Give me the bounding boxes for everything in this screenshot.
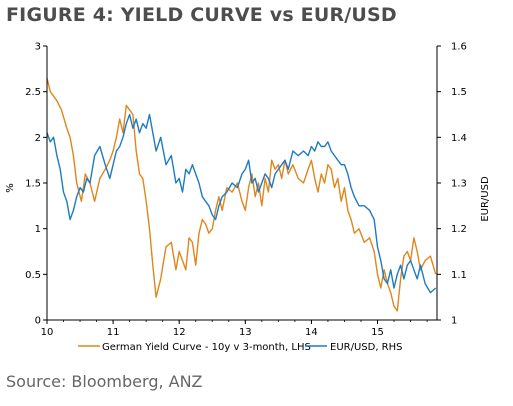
chart-legend: German Yield Curve - 10y v 3-month, LHS … bbox=[78, 342, 403, 353]
y-right-tick-label: 1.5 bbox=[451, 87, 467, 98]
y-left-tick-label: 0 bbox=[35, 316, 41, 327]
legend-label-eurusd: EUR/USD, RHS bbox=[330, 342, 403, 353]
legend-label-yield: German Yield Curve - 10y v 3-month, LHS bbox=[102, 342, 311, 353]
y-right-tick-label: 1.6 bbox=[451, 42, 467, 53]
y-axis-left-label: % bbox=[5, 183, 16, 193]
y-left-tick-label: 2.5 bbox=[25, 87, 41, 98]
y-left-tick-label: 2 bbox=[35, 133, 41, 144]
y-axis-right-label: EUR/USD bbox=[480, 176, 491, 222]
x-tick-label: 14 bbox=[305, 327, 318, 338]
y-left-tick-label: 0.5 bbox=[25, 270, 41, 281]
y-left-tick-label: 1 bbox=[35, 224, 41, 235]
x-tick-label: 11 bbox=[107, 327, 120, 338]
y-right-tick-label: 1.4 bbox=[451, 133, 467, 144]
series-line-eurusd bbox=[46, 113, 437, 294]
x-tick-label: 10 bbox=[41, 327, 54, 338]
y-left-tick-label: 1.5 bbox=[25, 179, 41, 190]
x-tick-label: 12 bbox=[173, 327, 186, 338]
y-right-tick-label: 1.2 bbox=[451, 224, 467, 235]
y-right-tick-label: 1.3 bbox=[451, 179, 467, 190]
figure-title: FIGURE 4: YIELD CURVE vs EUR/USD bbox=[6, 4, 397, 26]
series-line-german-yield-curve bbox=[46, 77, 437, 312]
y-right-tick-label: 1 bbox=[451, 316, 457, 327]
source-note: Source: Bloomberg, ANZ bbox=[6, 372, 203, 391]
y-right-tick-label: 1.1 bbox=[451, 270, 467, 281]
x-tick-label: 13 bbox=[239, 327, 252, 338]
x-tick-label: 15 bbox=[371, 327, 384, 338]
y-left-tick-label: 3 bbox=[35, 42, 41, 53]
